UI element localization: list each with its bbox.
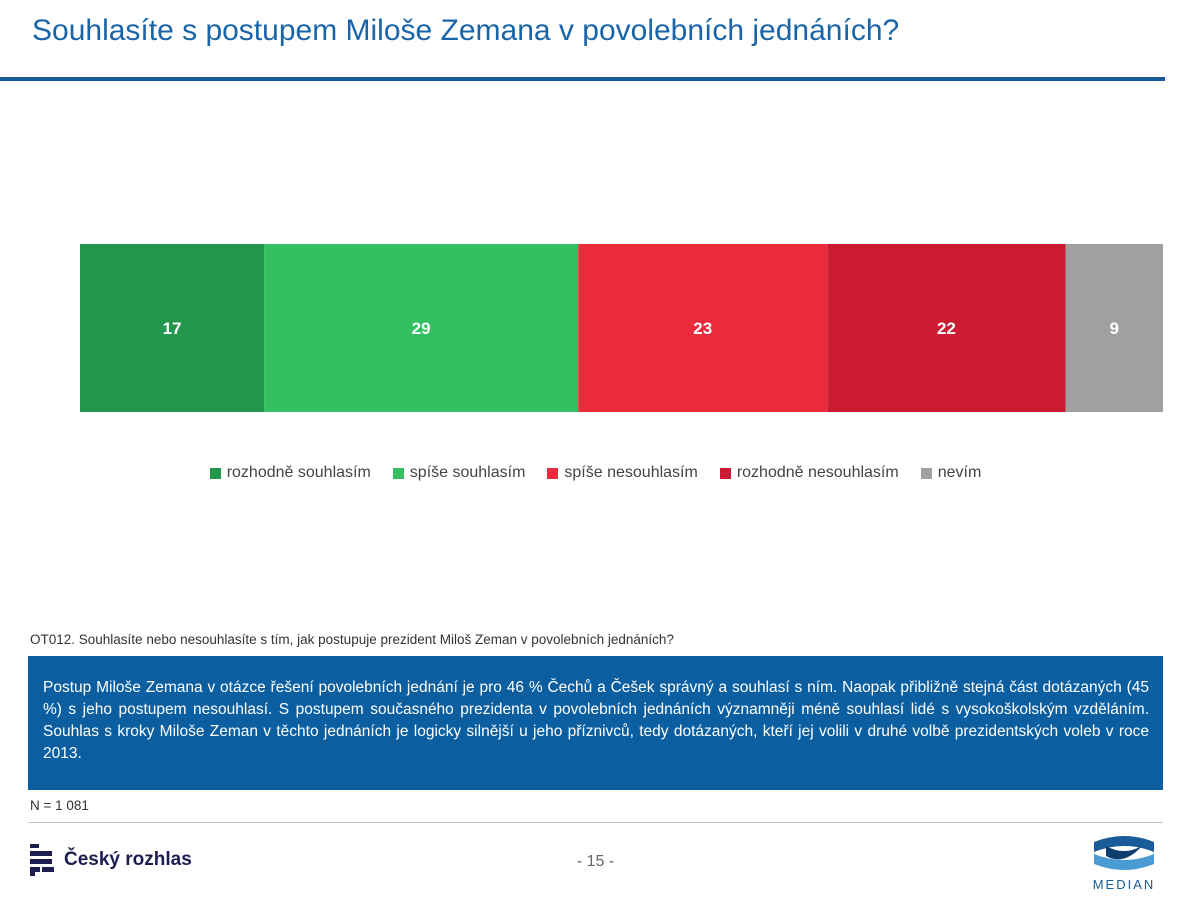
- sample-size: N = 1 081: [30, 798, 89, 813]
- page-title: Souhlasíte s postupem Miloše Zemana v po…: [32, 14, 900, 47]
- legend-swatch: [209, 467, 221, 479]
- legend-swatch: [547, 467, 559, 479]
- bar-value-label-2: 29: [412, 319, 431, 338]
- title-divider: [0, 77, 1165, 81]
- stacked-bar-chart: 17 29 23 22 9: [80, 244, 1163, 412]
- legend-item-3: spíše nesouhlasím: [547, 464, 698, 482]
- legend-swatch: [392, 467, 404, 479]
- legend-label: rozhodně nesouhlasím: [736, 464, 899, 481]
- chart-legend: rozhodně souhlasím spíše souhlasím spíše n…: [0, 464, 1191, 482]
- summary-box: Postup Miloše Zemana v otázce řešení pov…: [28, 656, 1163, 790]
- legend-label: rozhodně souhlasím: [226, 464, 371, 481]
- legend-label: nevím: [937, 464, 982, 481]
- median-logo: MEDIAN: [1086, 830, 1162, 892]
- bar-segment-1: [80, 244, 265, 412]
- median-logo-icon: [1094, 836, 1154, 870]
- legend-item-5: nevím: [920, 464, 982, 482]
- cesky-rozhlas-logo: Český rozhlas: [28, 843, 192, 877]
- page-number: - 15 -: [576, 853, 615, 870]
- cesky-rozhlas-logo-icon: [30, 844, 54, 876]
- median-name: MEDIAN: [1092, 877, 1156, 892]
- legend-label: spíše souhlasím: [409, 464, 526, 481]
- bar-segment-5: [1065, 244, 1163, 412]
- bar-value-label-5: 9: [1110, 319, 1119, 338]
- bar-value-label-3: 23: [693, 319, 712, 338]
- question-text: OT012. Souhlasíte nebo nesouhlasíte s tí…: [30, 632, 674, 647]
- legend-item-4: rozhodně nesouhlasím: [719, 464, 899, 482]
- summary-text: Postup Miloše Zemana v otázce řešení pov…: [43, 679, 1149, 762]
- legend-item-1: rozhodně souhlasím: [209, 464, 371, 482]
- bar-value-label-1: 17: [163, 319, 182, 338]
- bar-segment-2: [264, 244, 579, 412]
- legend-swatch: [719, 467, 731, 479]
- legend-item-2: spíše souhlasím: [392, 464, 526, 482]
- cesky-rozhlas-name: Český rozhlas: [64, 849, 192, 870]
- bar-segment-3: [578, 244, 828, 412]
- legend-swatch: [920, 467, 932, 479]
- footer-divider: [28, 822, 1163, 823]
- bar-value-label-4: 22: [937, 319, 956, 338]
- bar-segment-4: [827, 244, 1066, 412]
- legend-label: spíše nesouhlasím: [564, 464, 698, 481]
